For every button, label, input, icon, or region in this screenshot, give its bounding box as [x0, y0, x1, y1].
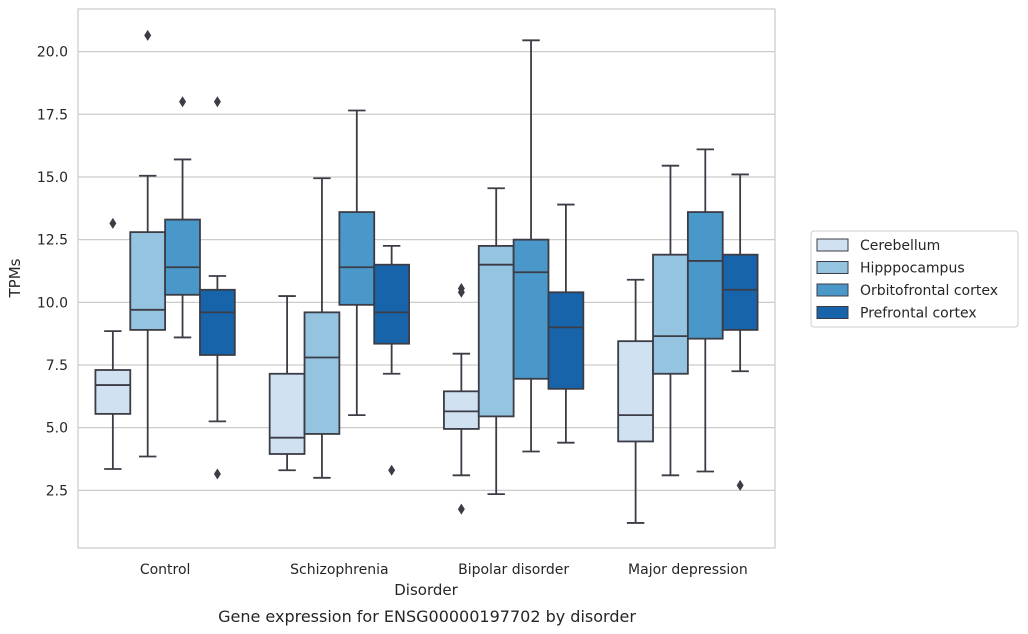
- y-tick-label: 5.0: [46, 421, 68, 437]
- box-orbitofrontal-cortex: [686, 148, 724, 473]
- y-axis-label: TPMs: [6, 258, 24, 298]
- box-iqr: [443, 390, 480, 430]
- legend-frame: [810, 230, 1019, 328]
- box-iqr: [373, 263, 410, 345]
- box-cerebellum: [617, 278, 654, 524]
- y-tick-label: 20.0: [37, 45, 68, 61]
- legend-label: Prefrontal cortex: [860, 306, 977, 322]
- y-axis-tick-labels: 2.5 5.0 7.5 10.0 12.5 15.0 17.5 20.0: [37, 45, 68, 500]
- box-iqr: [164, 218, 201, 296]
- box-iqr: [338, 211, 376, 306]
- outlier-point: [736, 479, 744, 491]
- x-axis-label: Disorder: [394, 581, 458, 599]
- y-tick-label: 12.5: [37, 233, 68, 249]
- box-iqr: [477, 245, 515, 418]
- boxplot-marks: [94, 29, 759, 524]
- box-hipppocampus: [129, 29, 167, 458]
- outlier-point: [213, 96, 221, 108]
- box-cerebellum: [268, 295, 306, 472]
- box-prefrontal-cortex: [199, 96, 236, 480]
- legend-label: Orbitofrontal cortex: [860, 283, 998, 299]
- y-tick-label: 17.5: [37, 107, 68, 123]
- chart-title: Gene expression for ENSG00000197702 by d…: [218, 607, 636, 626]
- x-tick-label: Schizophrenia: [290, 562, 388, 578]
- legend: Cerebellum Hipppocampus Orbitofrontal cort…: [810, 230, 1019, 328]
- box-iqr: [512, 238, 550, 380]
- box-iqr: [652, 253, 689, 375]
- box-iqr: [268, 372, 306, 455]
- box-hipppocampus: [652, 164, 689, 477]
- box-orbitofrontal-cortex: [512, 39, 550, 453]
- box-iqr: [94, 369, 132, 415]
- box-cerebellum: [94, 217, 132, 470]
- x-axis-tick-labels: Control Schizophrenia Bipolar disorder Majo…: [140, 562, 748, 578]
- y-tick-label: 15.0: [37, 170, 68, 186]
- box-prefrontal-cortex: [721, 173, 759, 491]
- plot-area: [77, 8, 776, 549]
- legend-label: Hipppocampus: [860, 261, 965, 277]
- y-tick-label: 10.0: [37, 295, 68, 311]
- box-iqr: [617, 340, 654, 443]
- y-tick-label: 2.5: [46, 483, 68, 499]
- x-tick-label: Control: [140, 562, 191, 578]
- legend-swatch: [816, 261, 849, 274]
- legend-swatch: [816, 306, 849, 319]
- outlier-point: [213, 468, 221, 480]
- outlier-point: [144, 29, 152, 41]
- x-tick-label: Major depression: [628, 562, 748, 578]
- box-prefrontal-cortex: [547, 203, 585, 444]
- outlier-point: [179, 96, 187, 108]
- box-iqr: [303, 311, 341, 435]
- box-iqr: [686, 211, 724, 340]
- box-iqr: [129, 231, 167, 331]
- box-orbitofrontal-cortex: [338, 109, 376, 417]
- box-cerebellum: [443, 283, 480, 515]
- outlier-point: [457, 283, 465, 295]
- box-hipppocampus: [303, 177, 341, 479]
- box-prefrontal-cortex: [373, 245, 410, 476]
- box-orbitofrontal-cortex: [164, 96, 201, 339]
- legend-label: Cerebellum: [860, 238, 940, 254]
- outlier-point: [109, 217, 117, 229]
- box-iqr: [721, 253, 759, 331]
- box-hipppocampus: [477, 187, 515, 496]
- box-iqr: [547, 291, 585, 390]
- box-iqr: [199, 288, 236, 356]
- legend-swatch: [816, 283, 849, 297]
- y-tick-label: 7.5: [46, 358, 68, 374]
- outlier-point: [457, 503, 465, 515]
- legend-swatch: [816, 238, 849, 252]
- outlier-point: [388, 464, 396, 476]
- x-tick-label: Bipolar disorder: [458, 562, 569, 578]
